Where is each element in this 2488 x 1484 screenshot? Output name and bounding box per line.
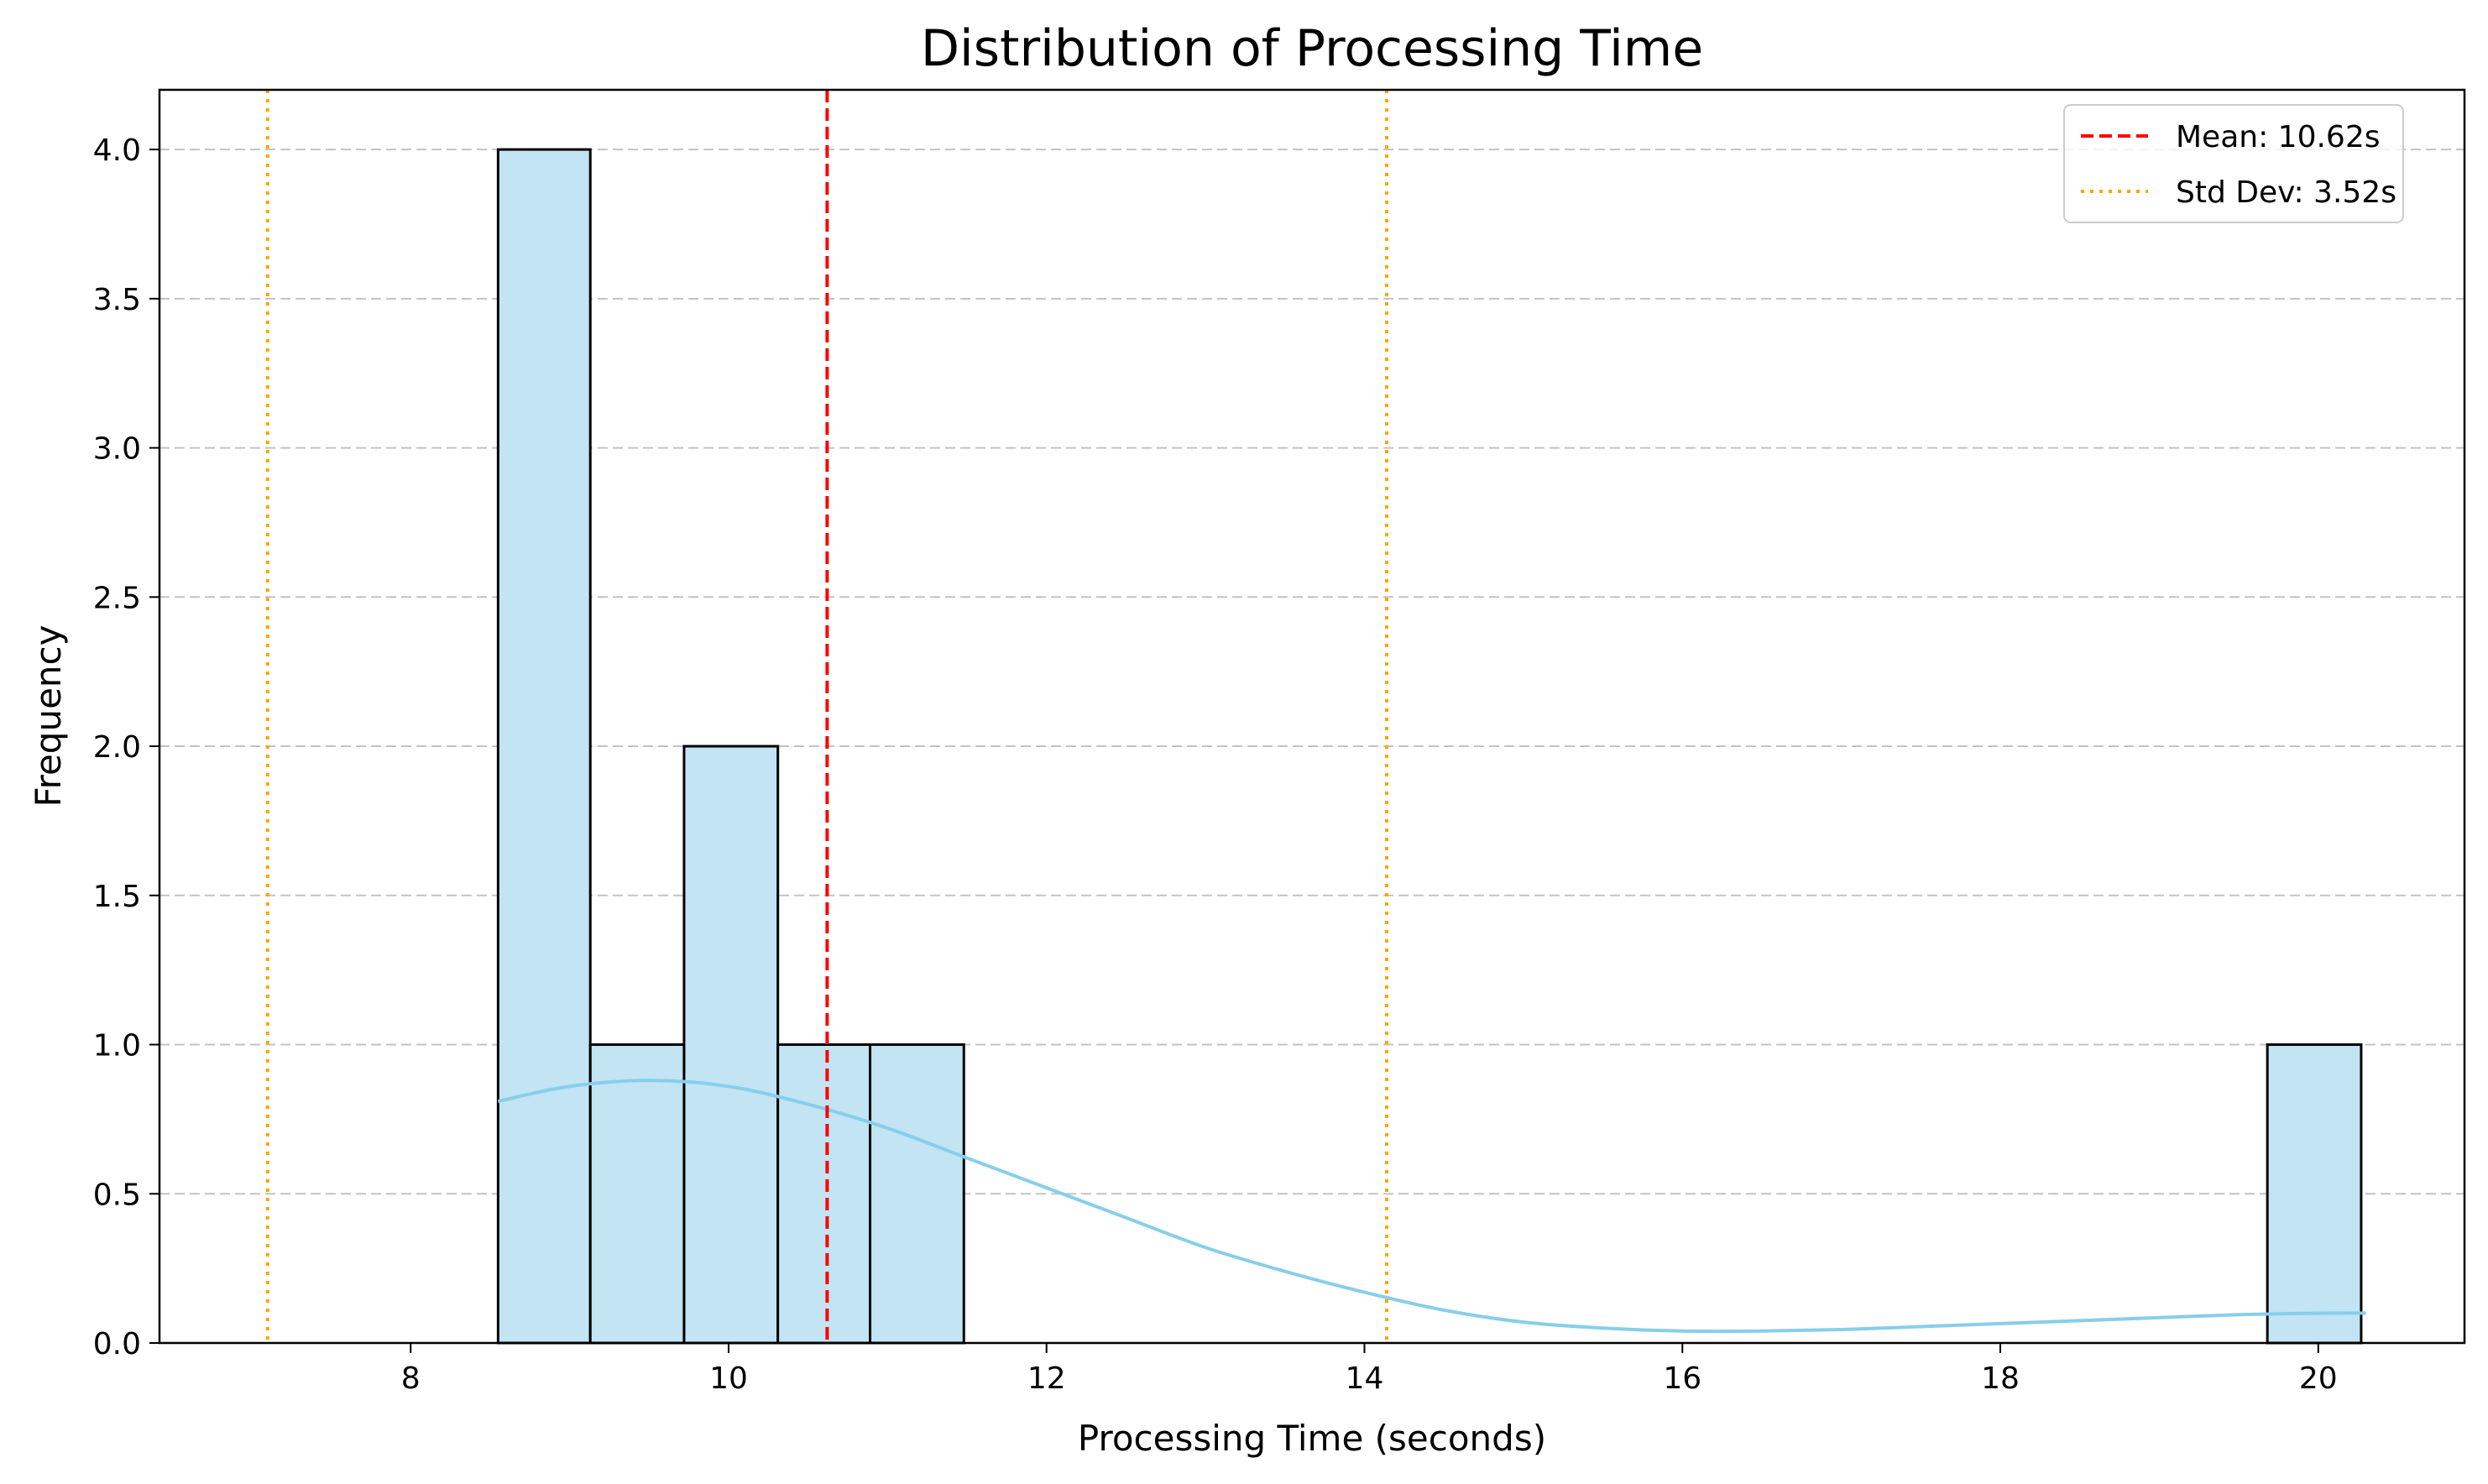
y-tick-label-7: 3.5: [93, 283, 141, 317]
y-tick-label-1: 0.5: [93, 1178, 141, 1212]
y-tick-label-2: 1.0: [93, 1029, 141, 1063]
y-tick-label-0: 0.0: [93, 1327, 141, 1361]
y-axis-label: Frequency: [28, 625, 69, 807]
x-tick-label-4: 16: [1663, 1361, 1701, 1396]
legend: Mean: 10.62s Std Dev: 3.52s: [2063, 104, 2404, 223]
y-tick-label-8: 4.0: [93, 133, 141, 168]
y-axis-ticks: 0.0 0.5 1.0 1.5 2.0 2.5 3.0 3.5 4.0: [93, 133, 159, 1361]
kde-curve-group: [497, 1079, 2366, 1334]
x-tick-label-0: 8: [401, 1361, 421, 1396]
kde-curve: [497, 1079, 2366, 1334]
histogram-bar-3: [776, 1043, 872, 1345]
legend-std-label: Std Dev: 3.52s: [2176, 175, 2397, 210]
legend-mean-label: Mean: 10.62s: [2176, 120, 2380, 154]
y-tick-label-4: 2.0: [93, 730, 141, 765]
chart-title: Distribution of Processing Time: [921, 19, 1703, 78]
x-tick-label-2: 12: [1027, 1361, 1066, 1396]
x-tick-label-6: 20: [2299, 1361, 2338, 1396]
legend-box: [2063, 104, 2404, 223]
y-tick-label-3: 1.5: [93, 880, 141, 914]
x-tick-label-5: 18: [1981, 1361, 2020, 1396]
plot-frame: [158, 88, 2466, 1345]
x-axis-label: Processing Time (seconds): [1078, 1418, 1546, 1459]
reference-lines: [265, 90, 1389, 1343]
x-tick-label-1: 10: [709, 1361, 748, 1396]
histogram-bars: [496, 148, 2363, 1345]
y-tick-label-6: 3.0: [93, 432, 141, 467]
histogram-bar-19: [2266, 1043, 2363, 1345]
histogram-bar-1: [588, 1043, 686, 1345]
histogram-bar-0: [496, 148, 592, 1345]
x-tick-label-3: 14: [1346, 1361, 1384, 1396]
histogram-bar-2: [682, 745, 780, 1345]
x-axis-ticks: 8 10 12 14 16 18 20: [401, 1343, 2338, 1396]
histogram-bar-4: [869, 1043, 965, 1345]
y-tick-label-5: 2.5: [93, 581, 141, 615]
